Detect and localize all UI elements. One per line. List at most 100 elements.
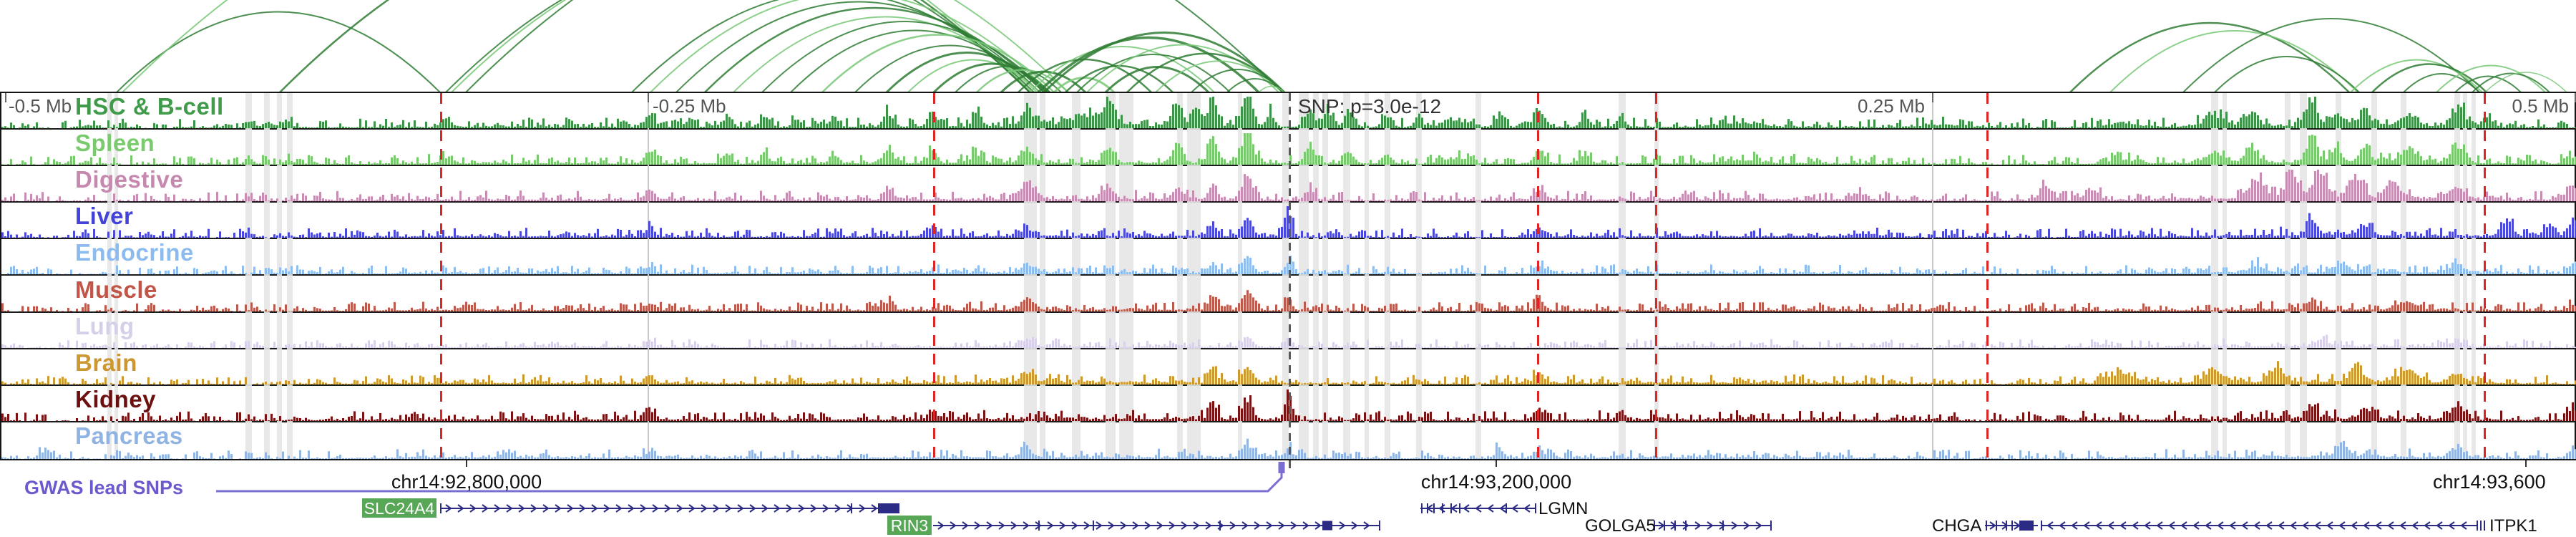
strand-arrow-icon	[518, 504, 525, 513]
strand-arrow-icon	[974, 521, 981, 530]
gene-label: SLC24A4	[364, 499, 435, 518]
strand-arrow-icon	[530, 504, 537, 513]
interaction-arc	[2434, 64, 2547, 93]
strand-arrow-icon	[1181, 521, 1188, 530]
exon-box	[2019, 521, 2034, 531]
gwas-lead-snp-marker[interactable]	[1278, 462, 1285, 473]
strand-arrow-icon	[2180, 521, 2187, 530]
scale-label: -0.25 Mb	[653, 95, 726, 117]
highlight-band	[1313, 93, 1319, 459]
strand-arrow-icon	[1132, 521, 1139, 530]
track-row-endocrine: Endocrine	[1, 239, 2576, 276]
strand-arrow-icon	[615, 504, 623, 513]
strand-arrow-icon	[1229, 521, 1236, 530]
track-label-muscle: Muscle	[75, 276, 157, 303]
highlight-band	[264, 93, 270, 459]
gwas-track-label: GWAS lead SNPs	[24, 477, 184, 498]
gene-label: GOLGA5	[1585, 516, 1656, 536]
strand-arrow-icon	[1475, 504, 1482, 513]
strand-arrow-icon	[2351, 521, 2358, 530]
strand-arrow-icon	[591, 504, 598, 513]
highlight-band	[1238, 93, 1242, 459]
strand-arrow-icon	[737, 504, 744, 513]
highlight-band	[2223, 93, 2227, 459]
gene-itpk1[interactable]: ITPK1	[2041, 516, 2537, 536]
highlight-band	[114, 93, 118, 459]
strand-arrow-icon	[798, 504, 805, 513]
strand-arrow-icon	[2144, 521, 2151, 530]
track-row-spleen: Spleen	[1, 130, 2576, 167]
highlight-band	[1619, 93, 1626, 459]
gene-label: RIN3	[891, 516, 928, 535]
gene-rin3[interactable]: RIN3	[887, 516, 1380, 535]
strand-arrow-icon	[2436, 521, 2443, 530]
interaction-arc	[1041, 32, 1287, 93]
track-label-digestive: Digestive	[75, 166, 184, 193]
highlight-band	[1072, 93, 1080, 459]
strand-arrow-icon	[2375, 521, 2382, 530]
strand-arrow-icon	[640, 504, 647, 513]
strand-arrow-icon	[1278, 521, 1285, 530]
track-row-lung: Lung	[1, 313, 2576, 349]
strand-arrow-icon	[664, 504, 671, 513]
strand-arrow-icon	[1023, 521, 1030, 530]
strand-arrow-icon	[1290, 521, 1297, 530]
strand-arrow-icon	[1694, 521, 1702, 530]
strand-arrow-icon	[1241, 521, 1249, 530]
strand-arrow-icon	[1193, 521, 1200, 530]
strand-arrow-icon	[701, 504, 708, 513]
strand-arrow-icon	[1047, 521, 1054, 530]
interaction-arc	[1028, 46, 1216, 93]
strand-arrow-icon	[1314, 521, 1322, 530]
red-marker-line	[1655, 93, 1657, 459]
highlight-band	[2401, 93, 2406, 459]
interaction-arc	[789, 29, 1042, 93]
highlight-band	[2454, 93, 2460, 459]
strand-arrow-icon	[567, 504, 574, 513]
interaction-arc	[2212, 56, 2361, 93]
interaction-arc	[674, 1, 1042, 93]
snp-pvalue-label: SNP: p=3.0e-12	[1298, 95, 1442, 117]
highlight-band	[245, 93, 252, 459]
track-row-kidney: Kidney	[1, 385, 2576, 422]
gene-golga5[interactable]: GOLGA5	[1585, 516, 1772, 536]
gene-chga[interactable]: CHGA	[1932, 516, 2038, 536]
track-label-kidney: Kidney	[75, 385, 157, 412]
interaction-arc	[1189, 69, 1287, 93]
strand-arrow-icon	[542, 504, 550, 513]
strand-arrow-icon	[652, 504, 659, 513]
gene-slc24a4[interactable]: SLC24A4	[362, 498, 899, 518]
strand-arrow-icon	[2314, 521, 2321, 530]
coordinate-label: chr14:93,200,000	[1421, 471, 1571, 493]
strand-arrow-icon	[2399, 521, 2406, 530]
strand-arrow-icon	[2265, 521, 2273, 530]
gene-label: ITPK1	[2489, 516, 2537, 536]
strand-arrow-icon	[962, 521, 969, 530]
red-marker-line	[1537, 93, 1539, 459]
exon-box	[1322, 521, 1332, 531]
scale-tick	[648, 93, 649, 102]
track-row-muscle: Muscle	[1, 276, 2576, 313]
track-row-pancreas: Pancreas	[1, 422, 2576, 459]
gene-lgmn[interactable]: LGMN	[1420, 499, 1588, 518]
strand-arrow-icon	[1254, 521, 1261, 530]
interaction-arc	[2348, 59, 2484, 93]
highlight-band	[1119, 93, 1133, 459]
strand-arrow-icon	[761, 504, 769, 513]
interaction-arc	[975, 69, 1070, 93]
interaction-arc	[2108, 30, 2360, 93]
track-row-digestive: Digestive	[1, 166, 2576, 203]
interaction-arc	[760, 21, 1049, 93]
highlight-band	[2463, 93, 2467, 459]
signal-tracks-panel: HSC & B-cell Spleen Digestive Liver Endocrin…	[0, 92, 2576, 471]
strand-arrow-icon	[1351, 521, 1358, 530]
strand-arrow-icon	[445, 504, 452, 513]
strand-arrow-icon	[2132, 521, 2139, 530]
annotation-panel: chr14:92,800,000 chr14:93,200,000 chr14:93…	[216, 460, 2546, 536]
highlight-band	[1177, 93, 1183, 459]
strand-arrow-icon	[2095, 521, 2102, 530]
interaction-arc	[2181, 18, 2482, 93]
strand-arrow-icon	[1169, 521, 1176, 530]
strand-arrow-icon	[950, 521, 957, 530]
strand-arrow-icon	[2338, 521, 2346, 530]
